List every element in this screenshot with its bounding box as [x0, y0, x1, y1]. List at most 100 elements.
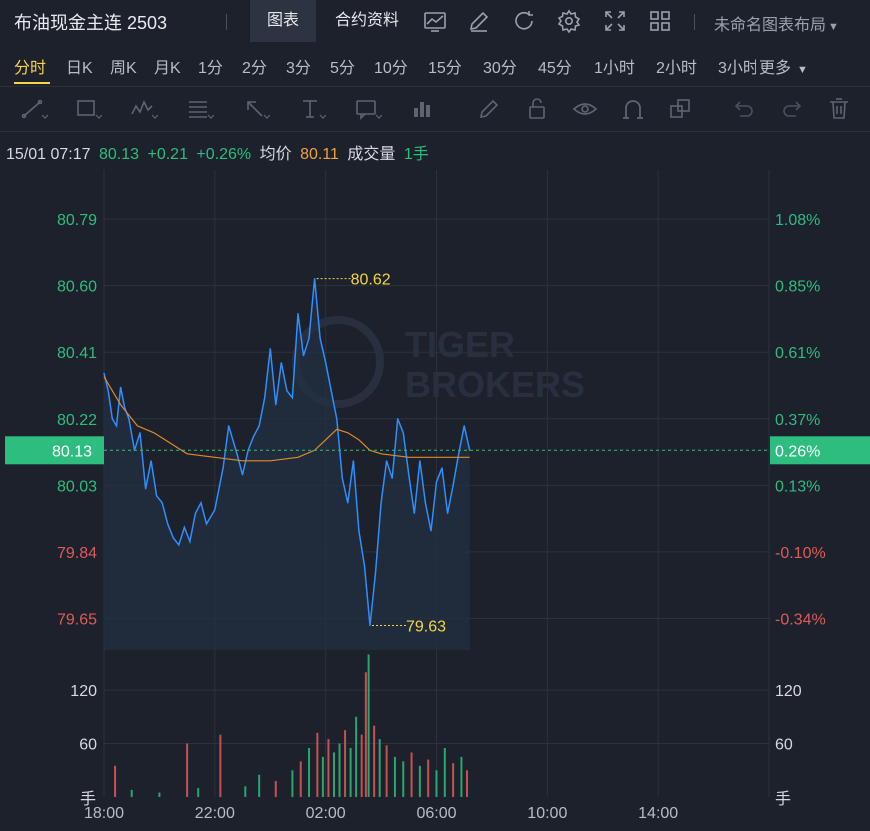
info-avg-value: 80.11	[300, 146, 339, 163]
period-more[interactable]: 更多 ▼	[756, 54, 808, 78]
period-1min[interactable]: 1分	[198, 60, 223, 77]
lock-icon[interactable]	[524, 96, 552, 122]
period-5min[interactable]: 5分	[330, 60, 355, 77]
volume-bar	[258, 774, 261, 797]
line-tool-icon[interactable]	[20, 96, 49, 122]
volume-bar	[327, 739, 330, 797]
volume-bar	[378, 739, 381, 797]
price-point	[172, 537, 174, 539]
price-point	[103, 372, 105, 374]
volume-axis-label: 60	[79, 737, 97, 754]
period-3min[interactable]: 3分	[286, 60, 311, 77]
volume-bar	[427, 759, 430, 797]
draw-pencil-icon[interactable]	[467, 9, 491, 33]
settings-gear-icon[interactable]	[557, 9, 581, 34]
info-volume-value: 1手	[403, 146, 429, 163]
price-point	[150, 460, 152, 462]
price-point	[128, 418, 130, 420]
time-axis-label: 02:00	[306, 805, 346, 822]
period-2min[interactable]: 2分	[242, 60, 267, 77]
layers-icon[interactable]	[668, 96, 696, 122]
period-day[interactable]: 日K	[66, 60, 93, 77]
price-point	[391, 477, 393, 479]
pct-axis-tick-label: 0.37%	[775, 412, 820, 429]
period-10min[interactable]: 10分	[374, 60, 408, 77]
volume-bar	[274, 780, 277, 797]
grid-layout-icon[interactable]	[648, 9, 672, 33]
volume-bar	[373, 725, 376, 797]
measure-tool-icon[interactable]	[410, 96, 438, 122]
y-axis-tick-label: 80.03	[57, 478, 97, 495]
visibility-eye-icon[interactable]	[572, 96, 600, 122]
price-point	[107, 390, 109, 392]
period-more-label: 更多	[759, 60, 792, 77]
price-point	[194, 512, 197, 514]
volume-bar	[402, 761, 405, 797]
symbol-title[interactable]: 布油现金主连 2503	[14, 13, 168, 33]
text-tool-icon[interactable]	[298, 96, 327, 122]
price-point	[280, 362, 282, 364]
current-price-badge-label: 80.13	[52, 443, 92, 460]
volume-bar	[338, 743, 341, 797]
price-point	[205, 523, 208, 525]
delete-trash-icon[interactable]	[826, 96, 854, 122]
price-point	[258, 425, 260, 427]
layout-menu[interactable]: 未命名图表布局 ▼	[714, 11, 839, 35]
price-point	[424, 502, 427, 504]
price-point	[313, 278, 316, 280]
price-point	[297, 313, 299, 315]
volume-bar	[435, 770, 438, 797]
price-point	[144, 488, 147, 490]
current-pct-badge	[770, 436, 870, 465]
fullscreen-icon[interactable]	[603, 9, 627, 33]
info-avg-label: 均价	[259, 146, 292, 163]
price-point	[302, 355, 305, 357]
price-point	[458, 453, 460, 455]
volume-axis-label-right: 120	[775, 683, 802, 700]
undo-icon[interactable]	[730, 96, 758, 122]
rectangle-tool-icon[interactable]	[74, 96, 103, 122]
period-month[interactable]: 月K	[154, 60, 181, 77]
fibonacci-tool-icon[interactable]	[186, 96, 215, 122]
volume-bar	[349, 748, 352, 797]
refresh-icon[interactable]	[512, 9, 536, 33]
period-2hour[interactable]: 2小时	[656, 60, 697, 77]
volume-bar	[367, 654, 370, 797]
volume-bar	[360, 734, 363, 797]
brush-icon[interactable]	[476, 96, 504, 122]
time-axis-label: 14:00	[638, 805, 678, 822]
arrow-tool-icon[interactable]	[242, 96, 271, 122]
period-fenshi[interactable]: 分时	[14, 60, 47, 77]
redo-icon[interactable]	[778, 96, 806, 122]
average-price-line	[103, 376, 470, 462]
price-point	[156, 495, 158, 497]
price-point	[336, 418, 338, 420]
pct-axis-tick-label: 0.85%	[775, 279, 820, 296]
indicator-icon[interactable]	[423, 9, 447, 33]
price-point	[111, 418, 113, 420]
volume-bar	[299, 761, 302, 797]
volume-bar	[443, 748, 446, 797]
period-week[interactable]: 周K	[110, 60, 137, 77]
label-tool-icon[interactable]	[354, 96, 383, 122]
price-point	[286, 390, 288, 392]
period-3hour[interactable]: 3小时	[718, 60, 759, 77]
magnet-icon[interactable]	[620, 96, 648, 122]
price-point	[228, 425, 230, 427]
volume-bar	[219, 734, 222, 797]
pattern-tool-icon[interactable]	[130, 96, 159, 122]
period-45min[interactable]: 45分	[538, 60, 572, 77]
tab-contract-info[interactable]: 合约资料	[334, 12, 399, 29]
price-point	[435, 481, 438, 483]
period-30min[interactable]: 30分	[483, 60, 517, 77]
price-point	[374, 572, 377, 574]
price-point	[341, 477, 343, 479]
price-point	[291, 397, 294, 399]
tab-chart[interactable]: 图表	[250, 0, 316, 42]
volume-bar	[418, 765, 421, 797]
time-axis-label: 06:00	[416, 805, 456, 822]
period-bar: 分时 日K 周K 月K 1分 2分 3分 5分 10分 15分 30分 45分 …	[0, 42, 870, 86]
period-1hour[interactable]: 1小时	[594, 60, 635, 77]
period-15min[interactable]: 15分	[428, 60, 462, 77]
